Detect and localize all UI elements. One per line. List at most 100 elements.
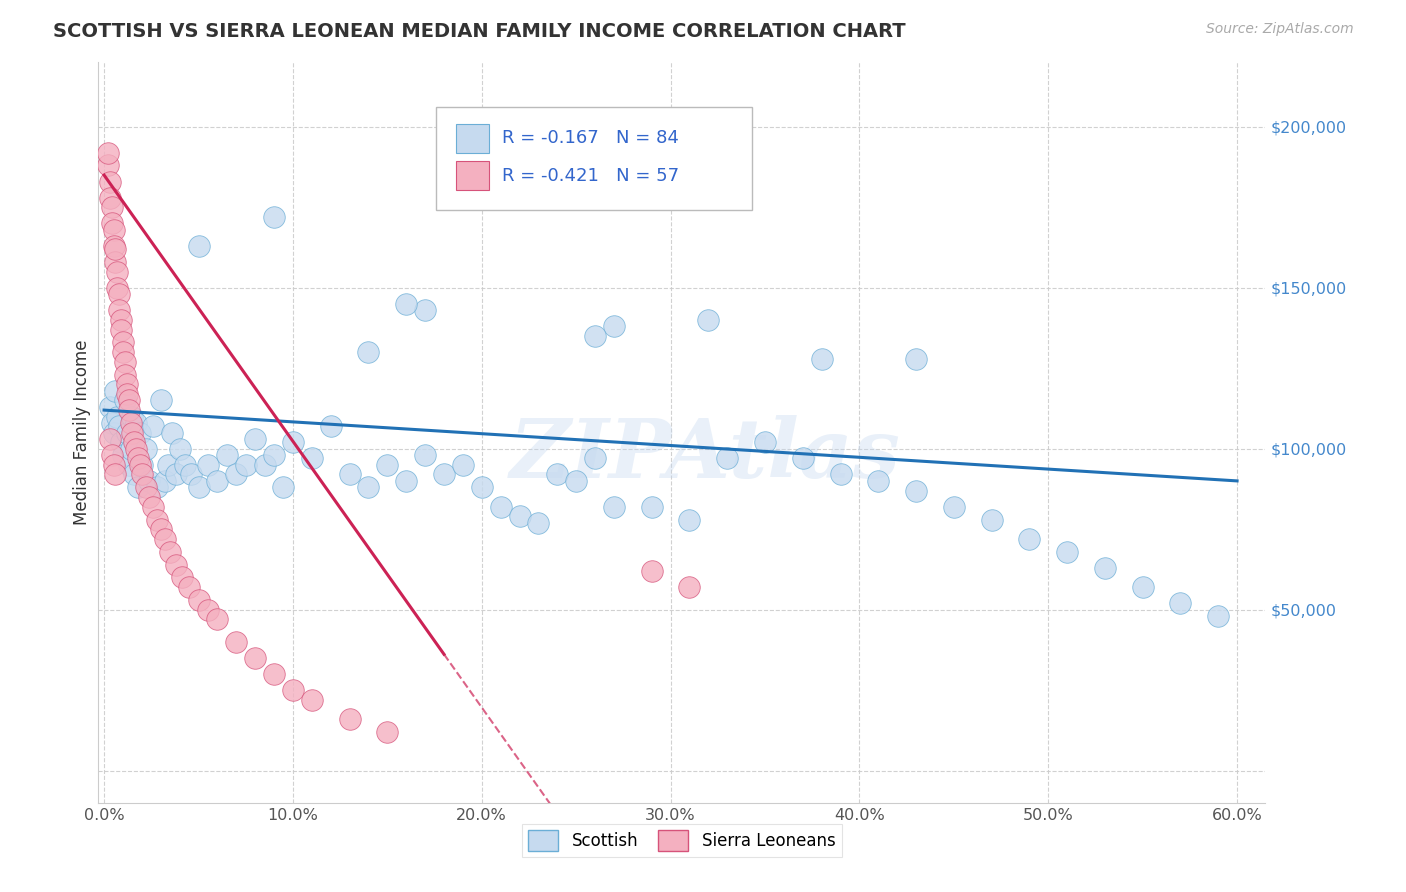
Point	[263, 667, 285, 681]
Point	[120, 442, 142, 456]
Point	[319, 419, 342, 434]
Point	[159, 545, 181, 559]
Point	[243, 651, 266, 665]
Point	[110, 323, 132, 337]
Point	[413, 448, 436, 462]
Point	[138, 490, 160, 504]
Point	[111, 345, 134, 359]
Point	[114, 393, 136, 408]
Point	[301, 451, 323, 466]
Text: Source: ZipAtlas.com: Source: ZipAtlas.com	[1206, 22, 1354, 37]
Text: R = -0.167   N = 84: R = -0.167 N = 84	[502, 129, 679, 147]
Point	[104, 242, 127, 256]
Point	[792, 451, 814, 466]
Point	[142, 500, 165, 514]
Point	[97, 158, 120, 172]
Point	[104, 255, 127, 269]
Point	[149, 522, 172, 536]
Point	[583, 451, 606, 466]
Point	[117, 393, 139, 408]
Point	[905, 483, 928, 498]
Point	[100, 200, 122, 214]
Point	[165, 467, 187, 482]
Point	[129, 425, 152, 440]
Point	[110, 435, 132, 450]
Point	[281, 683, 304, 698]
Point	[115, 387, 138, 401]
Point	[120, 416, 142, 430]
Point	[103, 239, 125, 253]
Point	[375, 458, 398, 472]
Point	[187, 480, 209, 494]
Point	[170, 570, 193, 584]
Point	[105, 281, 128, 295]
Point	[451, 458, 474, 472]
Point	[153, 474, 176, 488]
Point	[131, 467, 153, 482]
Point	[160, 425, 183, 440]
Point	[146, 512, 169, 526]
Point	[395, 297, 418, 311]
Point	[678, 512, 700, 526]
Point	[187, 239, 209, 253]
Point	[169, 442, 191, 456]
Point	[830, 467, 852, 482]
Point	[114, 355, 136, 369]
Point	[129, 458, 152, 472]
Point	[180, 467, 202, 482]
Point	[131, 458, 153, 472]
Point	[135, 480, 157, 494]
Point	[716, 451, 738, 466]
Point	[125, 416, 148, 430]
Point	[98, 432, 121, 446]
Point	[1094, 561, 1116, 575]
Point	[980, 512, 1002, 526]
Point	[165, 558, 187, 572]
Point	[187, 593, 209, 607]
Point	[603, 500, 626, 514]
Point	[207, 612, 229, 626]
Point	[117, 458, 139, 472]
Point	[142, 419, 165, 434]
Point	[697, 313, 720, 327]
Point	[357, 345, 380, 359]
Point	[583, 329, 606, 343]
Legend: Scottish, Sierra Leoneans: Scottish, Sierra Leoneans	[522, 823, 842, 857]
Point	[301, 693, 323, 707]
Point	[810, 351, 832, 366]
Point	[127, 451, 149, 466]
Point	[117, 403, 139, 417]
Point	[108, 303, 131, 318]
Point	[375, 725, 398, 739]
Point	[105, 265, 128, 279]
Point	[413, 303, 436, 318]
Point	[197, 602, 219, 616]
Point	[104, 467, 127, 482]
Point	[641, 564, 664, 578]
Point	[754, 435, 776, 450]
Point	[111, 448, 134, 462]
Point	[1170, 596, 1192, 610]
Point	[263, 210, 285, 224]
Point	[157, 458, 180, 472]
Point	[263, 448, 285, 462]
Point	[225, 467, 247, 482]
Point	[243, 432, 266, 446]
Point	[357, 480, 380, 494]
Point	[146, 480, 169, 494]
Point	[235, 458, 257, 472]
Point	[98, 175, 121, 189]
Text: ZIPAtlas: ZIPAtlas	[510, 415, 901, 495]
Point	[103, 223, 125, 237]
Point	[527, 516, 550, 530]
Point	[135, 442, 157, 456]
Point	[100, 416, 122, 430]
Point	[98, 191, 121, 205]
Point	[115, 425, 138, 440]
Point	[149, 393, 172, 408]
Point	[905, 351, 928, 366]
Point	[104, 384, 127, 398]
Point	[1132, 580, 1154, 594]
Point	[98, 400, 121, 414]
Point	[641, 500, 664, 514]
